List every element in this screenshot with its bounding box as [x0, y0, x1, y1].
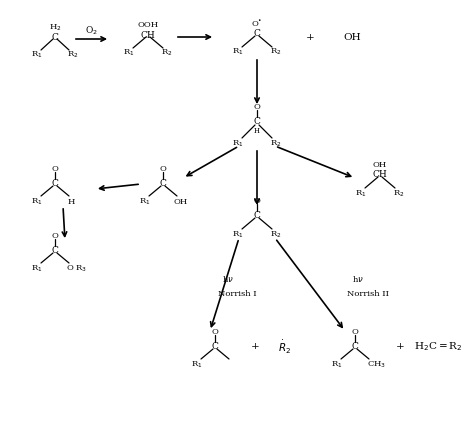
- Text: O: O: [52, 164, 58, 173]
- Text: O: O: [211, 327, 219, 335]
- Text: +: +: [251, 342, 259, 351]
- Text: R$_1$: R$_1$: [191, 359, 203, 369]
- Text: O$_2$: O$_2$: [84, 25, 98, 37]
- Text: R$_1$: R$_1$: [31, 263, 43, 273]
- Text: O: O: [52, 231, 58, 239]
- Text: OH: OH: [343, 32, 361, 41]
- Text: C: C: [52, 32, 58, 41]
- Text: R$_1$: R$_1$: [232, 229, 244, 240]
- Text: R$_1$: R$_1$: [232, 46, 244, 57]
- Text: O R$_3$: O R$_3$: [66, 263, 88, 273]
- Text: R$_1$: R$_1$: [331, 359, 343, 369]
- Text: R$_2$: R$_2$: [270, 229, 282, 240]
- Text: R$_2$: R$_2$: [270, 138, 282, 149]
- Text: R$_1$: R$_1$: [139, 196, 151, 207]
- Text: CH$_3$: CH$_3$: [367, 359, 387, 369]
- Text: R$_1$: R$_1$: [31, 196, 43, 207]
- Text: C: C: [211, 342, 219, 351]
- Text: O: O: [352, 327, 358, 335]
- Text: R$_1$: R$_1$: [232, 138, 244, 149]
- Text: R$_2$: R$_2$: [393, 188, 405, 199]
- Text: C: C: [254, 29, 260, 38]
- Text: CH: CH: [141, 30, 155, 40]
- Text: C: C: [160, 179, 166, 188]
- Text: H$_2$C$=$R$_2$: H$_2$C$=$R$_2$: [414, 340, 462, 353]
- Text: C: C: [52, 246, 58, 255]
- Text: +: +: [396, 342, 404, 351]
- Text: O: O: [254, 103, 260, 111]
- Text: OH: OH: [373, 161, 387, 169]
- Text: Norrish I: Norrish I: [218, 289, 256, 297]
- Text: Norrish II: Norrish II: [347, 289, 389, 297]
- Text: C: C: [352, 342, 358, 351]
- Text: R$_1$: R$_1$: [123, 48, 135, 58]
- Text: h$\nu$: h$\nu$: [352, 273, 364, 283]
- Text: O$^{•}$: O$^{•}$: [251, 17, 263, 29]
- Text: H: H: [67, 198, 75, 205]
- Text: R$_2$: R$_2$: [67, 50, 79, 60]
- Text: CH: CH: [373, 170, 387, 179]
- Text: C: C: [254, 211, 260, 220]
- Text: H$_2$: H$_2$: [49, 23, 61, 33]
- Text: O: O: [254, 196, 260, 204]
- Text: $\dot{R}_2$: $\dot{R}_2$: [278, 338, 292, 355]
- Text: R$_2$: R$_2$: [270, 46, 282, 57]
- Text: R$_1$: R$_1$: [355, 188, 367, 199]
- Text: C: C: [254, 117, 260, 126]
- Text: H: H: [254, 127, 260, 135]
- Text: R$_1$: R$_1$: [31, 50, 43, 60]
- Text: h$\nu$: h$\nu$: [222, 273, 234, 283]
- Text: R$_2$: R$_2$: [161, 48, 173, 58]
- Text: C: C: [52, 179, 58, 188]
- Text: OH: OH: [174, 198, 188, 205]
- Text: OOH: OOH: [137, 21, 159, 29]
- Text: +: +: [306, 32, 314, 41]
- Text: O: O: [160, 164, 166, 173]
